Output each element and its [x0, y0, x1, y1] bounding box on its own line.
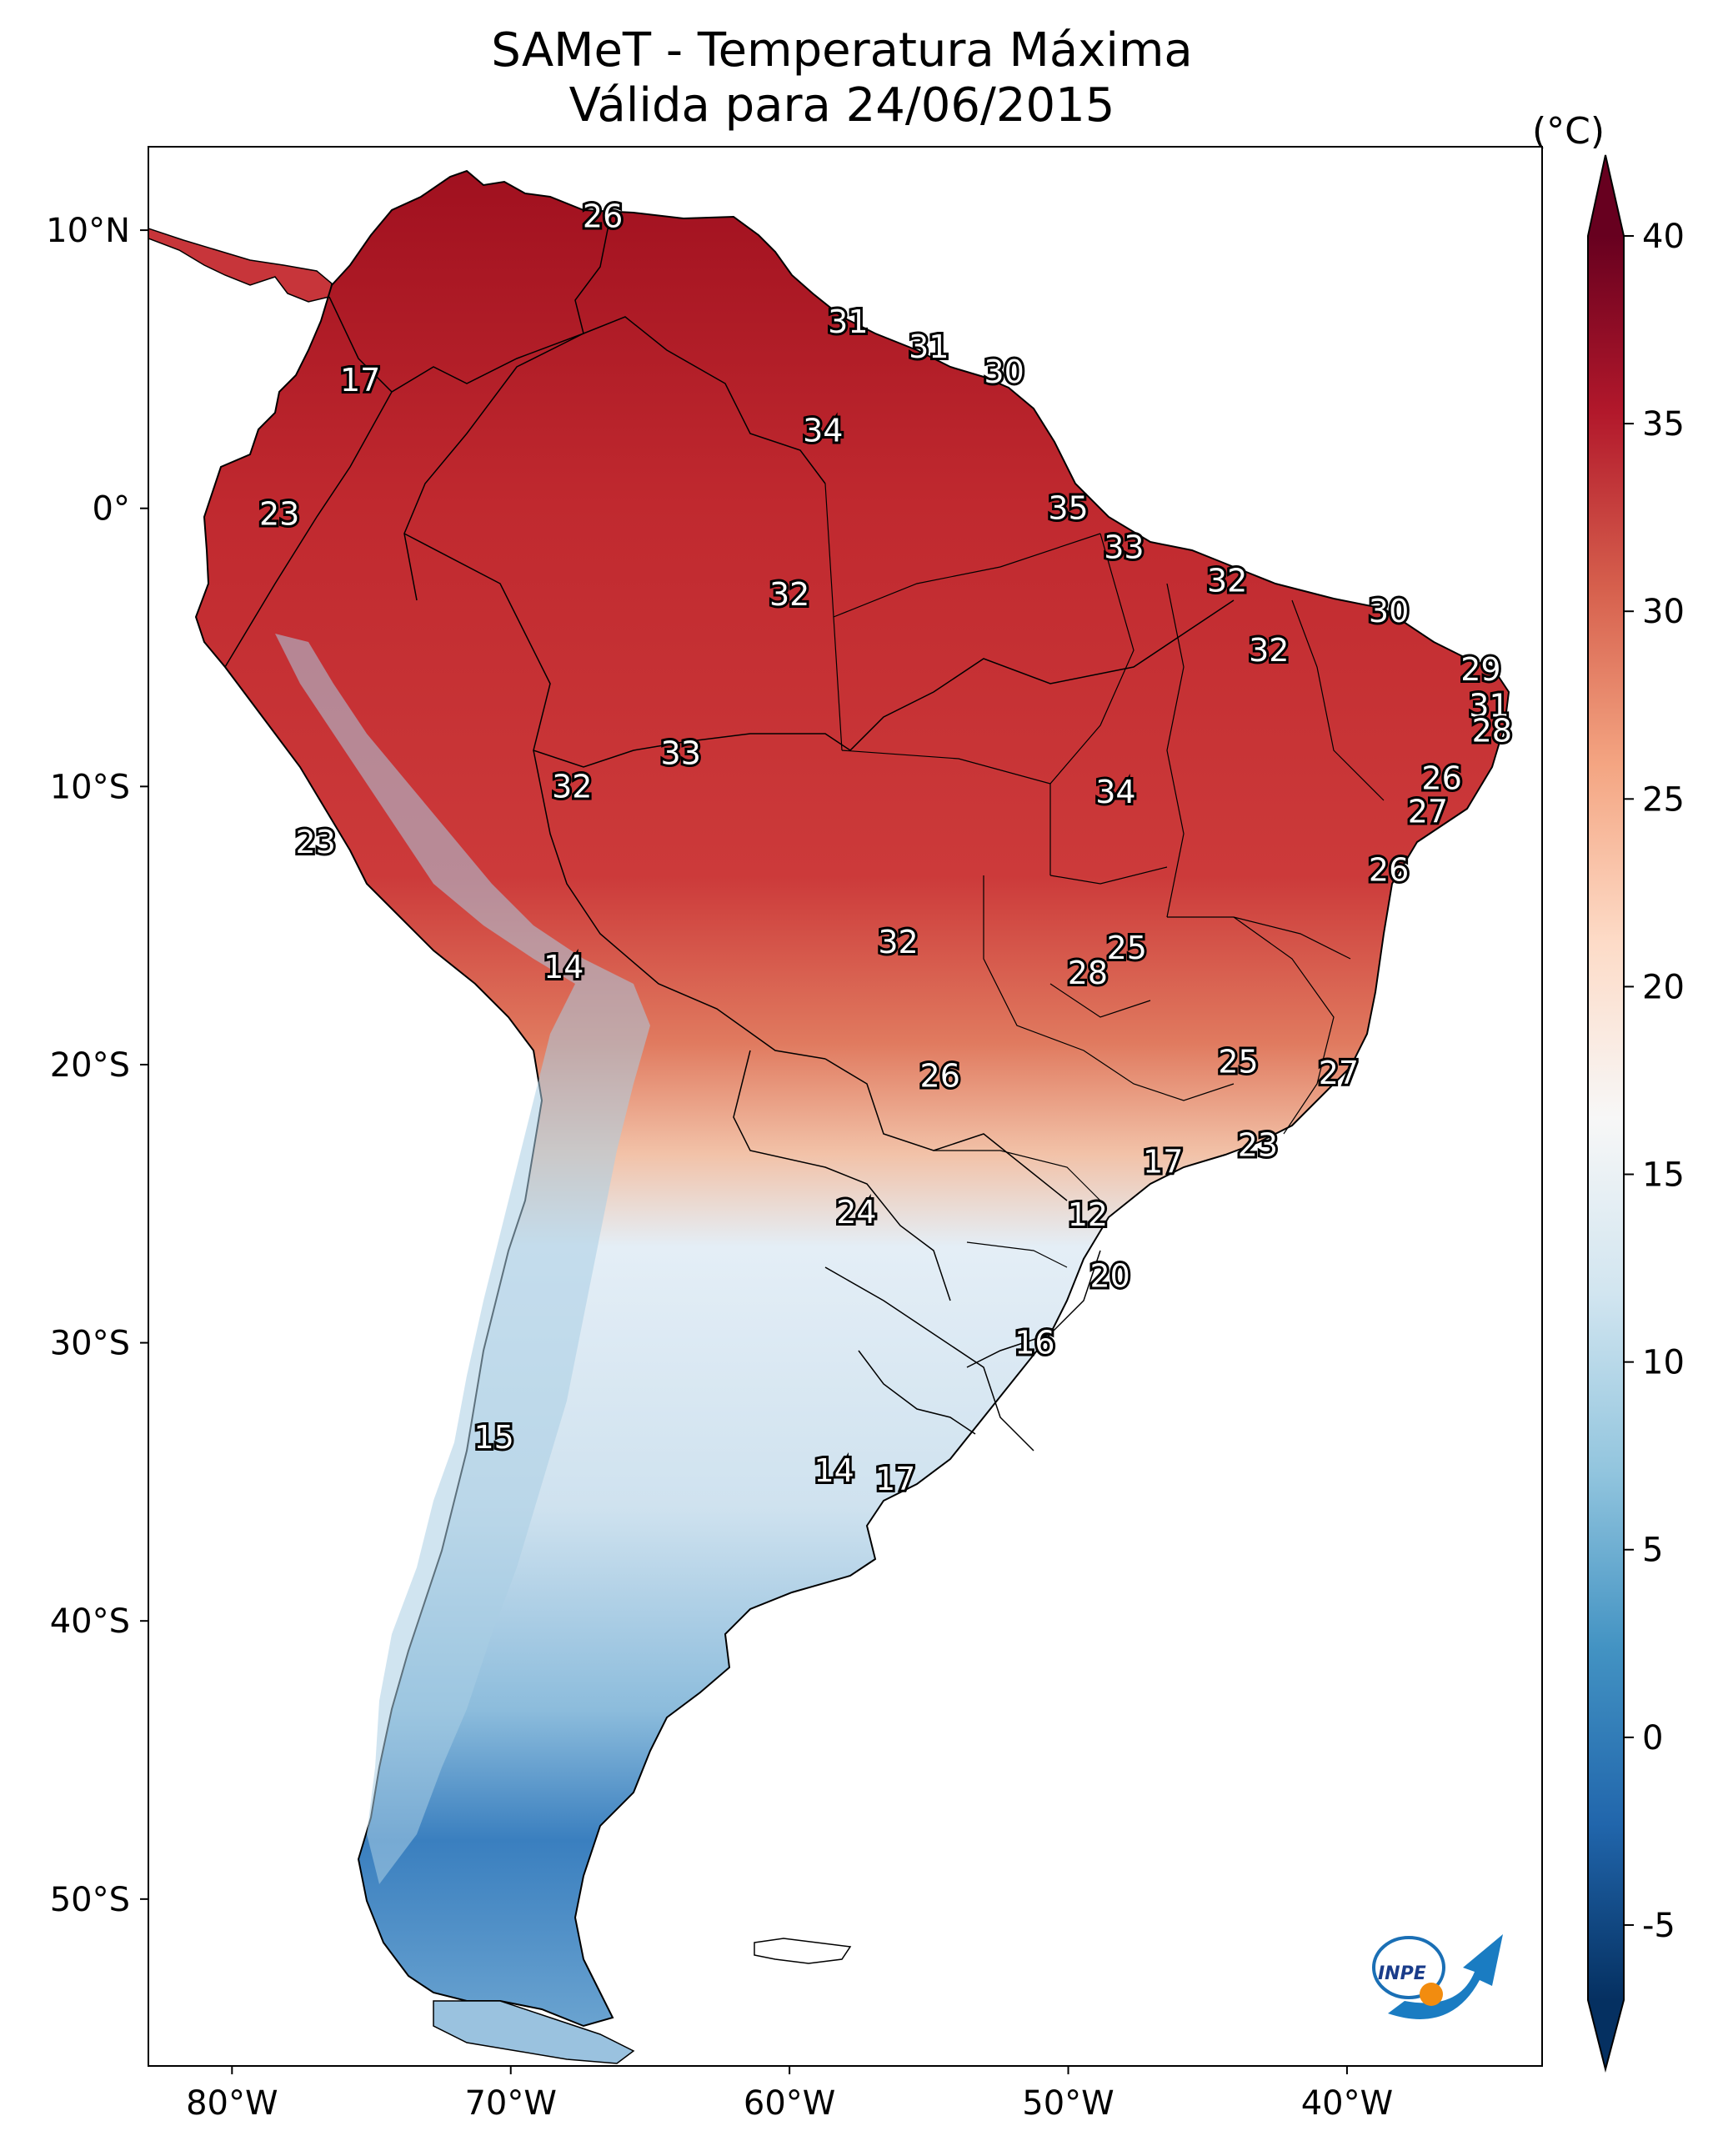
station-temperature-label: 17: [875, 1461, 915, 1497]
colorbar: 40 35 30 25 20 15 10 5 0 -5: [1587, 154, 1685, 2073]
x-tick-label: 80°W: [186, 2084, 278, 2123]
y-tick-label: 30°S: [50, 1325, 130, 1363]
y-tick-label: 40°S: [50, 1602, 130, 1641]
station-temperature-label: 16: [1014, 1325, 1054, 1361]
colorbar-outline: [1587, 154, 1625, 2073]
inpe-logo: INPE: [1372, 1934, 1503, 2019]
colorbar-tick-label: 15: [1642, 1156, 1685, 1195]
colorbar-body: [1588, 236, 1624, 2000]
station-temperature-label: 33: [661, 735, 701, 771]
station-temperature-label: 31: [1469, 688, 1509, 725]
colorbar-ticks: 40 35 30 25 20 15 10 5 0 -5: [1624, 218, 1685, 1945]
x-tick-label: 60°W: [744, 2084, 835, 2123]
station-temperature-label: 14: [543, 949, 584, 985]
station-temperature-label: 27: [1408, 793, 1448, 830]
station-temperature-label: 33: [1104, 529, 1144, 565]
falkland-islands: [754, 1938, 852, 1964]
colorbar-extend-min: [1588, 2000, 1624, 2069]
station-temperature-label: 20: [1090, 1258, 1130, 1295]
colorbar-unit: (°C): [1532, 110, 1605, 153]
station-temperature-label: 26: [1369, 851, 1409, 888]
station-temperature-label: 28: [1472, 713, 1512, 750]
andes-cool-band: [275, 634, 650, 1884]
station-temperature-label: 35: [1048, 490, 1088, 527]
station-temperature-label: 17: [1143, 1144, 1183, 1181]
x-axis: 80°W 70°W 60°W 50°W 40°W: [186, 2066, 1393, 2123]
station-temperature-label: 26: [920, 1057, 960, 1094]
station-temperature-label: 23: [295, 824, 335, 860]
x-tick-label: 40°W: [1301, 2084, 1393, 2123]
station-temperature-label: 32: [552, 768, 592, 805]
south-america-landmass: [194, 169, 1510, 2028]
colorbar-tick-label: 10: [1642, 1344, 1685, 1382]
station-temperature-label: 32: [1207, 562, 1247, 599]
station-temperature-label: 32: [1249, 632, 1289, 669]
colorbar-tick-label: 0: [1642, 1719, 1663, 1757]
x-tick-label: 50°W: [1022, 2084, 1114, 2123]
colorbar-tick-label: 5: [1642, 1532, 1663, 1570]
station-temperature-label: 17: [340, 362, 380, 399]
colorbar-tick-label: 30: [1642, 593, 1685, 631]
station-temperature-label: 28: [1068, 955, 1108, 991]
colorbar-tick-label: 20: [1642, 968, 1685, 1006]
svg-text:INPE: INPE: [1378, 1963, 1426, 1984]
station-temperature-label: 29: [1460, 651, 1500, 688]
station-temperature-label: 31: [828, 303, 868, 340]
station-temperature-label: 34: [803, 412, 843, 449]
station-temperature-label: 23: [1238, 1127, 1278, 1164]
station-temperature-label: 24: [836, 1194, 876, 1231]
station-temperature-label: 26: [583, 198, 623, 234]
station-temperature-label: 14: [814, 1452, 854, 1489]
tierra-del-fuego: [433, 2000, 635, 2064]
y-tick-label: 10°N: [46, 212, 130, 250]
colorbar-tick-label: 40: [1642, 218, 1685, 256]
y-axis: 10°N 0° 10°S 20°S 30°S 40°S 50°S: [46, 212, 148, 1919]
map-frame: [148, 146, 1543, 2067]
map-subtitle: Válida para 24/06/2015: [568, 78, 1115, 133]
station-temperature-label: 32: [878, 924, 918, 960]
state-borders: [824, 483, 1385, 1268]
x-tick-label: 70°W: [464, 2084, 556, 2123]
station-temperature-label: 12: [1068, 1196, 1108, 1233]
colorbar-tick-label: 25: [1642, 780, 1685, 819]
y-tick-label: 0°: [93, 490, 130, 529]
colorbar-extend-max: [1588, 155, 1624, 236]
y-tick-label: 20°S: [50, 1046, 130, 1085]
colorbar-tick-label: 35: [1642, 405, 1685, 444]
station-temperature-label: 30: [984, 353, 1024, 390]
station-temperature-label: 27: [1319, 1055, 1359, 1091]
station-temperature-label: 15: [473, 1419, 513, 1456]
y-tick-label: 50°S: [50, 1881, 130, 1919]
station-temperature-label: 32: [769, 576, 809, 613]
station-temperature-label: 31: [909, 328, 949, 365]
y-tick-label: 10°S: [50, 768, 130, 806]
station-temperature-label: 25: [1107, 930, 1147, 966]
station-temperature-label: 34: [1095, 774, 1135, 810]
station-temperature-label: 23: [259, 495, 299, 532]
station-temperature-label: 30: [1369, 593, 1409, 629]
station-temperature-label: 26: [1421, 760, 1461, 796]
map-title: SAMeT - Temperatura Máxima: [491, 23, 1193, 78]
station-temperature-label: 25: [1218, 1044, 1258, 1081]
colorbar-tick-label: -5: [1642, 1907, 1675, 1945]
